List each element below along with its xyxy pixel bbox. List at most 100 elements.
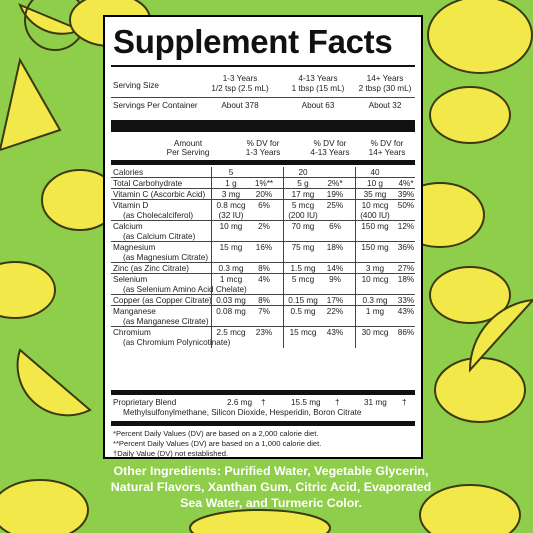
lemon-icon [419, 484, 521, 533]
servings-per-container-1: About 378 [221, 101, 259, 110]
nutrient-d3: 50% [397, 201, 415, 210]
serving-age-1: 1-3 Years [222, 74, 258, 83]
nutrient-a3b: (400 IU) [360, 211, 390, 220]
nutrient-a2: 5 g [297, 179, 309, 188]
nutrient-name: Calcium [113, 222, 143, 231]
nutrient-d3: 43% [397, 307, 415, 316]
medium-divider [111, 390, 415, 395]
lemon-slice-icon [0, 57, 62, 152]
nutrient-d2: 2%* [327, 179, 343, 188]
nutrient-d2: 19% [326, 190, 344, 199]
lemon-icon [429, 266, 511, 324]
nutrient-a1: 0.8 mcg [216, 201, 246, 210]
nutrient-d1: 1%** [254, 179, 274, 188]
serving-age-3: 14+ Years [366, 74, 404, 83]
nutrient-d2: 17% [326, 296, 344, 305]
nutrient-a2: 20 [298, 168, 308, 177]
nutrient-d2: 43% [326, 328, 344, 337]
nutrient-a3: 10 g [367, 179, 383, 188]
thick-divider [111, 120, 415, 132]
nutrient-d3: 27% [397, 264, 415, 273]
nutrient-a2: 0.15 mg [288, 296, 318, 305]
lemon-slice-icon [16, 348, 92, 417]
nutrient-d2: 18% [326, 243, 344, 252]
serving-amount-1: 1/2 tsp (2.5 mL) [211, 84, 269, 93]
nutrient-d2: 14% [326, 264, 344, 273]
nutrient-a1: 5 [228, 168, 234, 177]
footnote-2: **Percent Daily Values (DV) are based on… [113, 439, 322, 448]
blend-amount-3: 31 mg [364, 398, 387, 407]
blend-name: Proprietary Blend [113, 398, 177, 407]
column-divider [283, 167, 284, 348]
row-divider [111, 326, 415, 327]
nutrient-d1: 8% [258, 296, 270, 305]
nutrient-d2: 25% [326, 201, 344, 210]
nutrient-a3: 30 mcg [361, 328, 389, 337]
nutrient-name: Magnesium [113, 243, 156, 252]
nutrient-a2: 17 mg [291, 190, 315, 199]
nutrient-a2: 70 mg [291, 222, 315, 231]
nutrient-d1: 7% [258, 307, 270, 316]
footnote-3: †Daily Value (DV) not established. [113, 449, 229, 458]
nutrient-a1: 2.5 mcg [216, 328, 246, 337]
nutrient-d1: 20% [255, 190, 273, 199]
medium-divider [111, 421, 415, 426]
row-divider [111, 177, 415, 178]
lemon-slice-icon [468, 298, 533, 373]
nutrient-d3: 33% [397, 296, 415, 305]
nutrient-d2: 9% [329, 275, 341, 284]
nutrient-a3: 0.3 mg [362, 296, 388, 305]
header-per-serving: Per Serving [166, 148, 210, 157]
nutrient-source: (as Magnesium Citrate) [123, 253, 209, 262]
nutrient-d1: 2% [258, 222, 270, 231]
nutrient-a2: 75 mg [291, 243, 315, 252]
nutrient-name: Copper (as Copper Citrate) [113, 296, 212, 305]
blend-amount-1: 2.6 mg [227, 398, 253, 407]
nutrient-a2: 5 mcg [291, 275, 315, 284]
header-dv2-b: 4-13 Years [310, 148, 350, 157]
nutrient-a3: 150 mg [361, 222, 389, 231]
nutrient-name: Vitamin C (Ascorbic Acid) [113, 190, 206, 199]
lemon-icon [434, 357, 526, 423]
serving-size-label: Serving Size [113, 81, 159, 90]
servings-per-container-label: Servings Per Container [113, 101, 198, 110]
nutrient-name: Chromium [113, 328, 151, 337]
supplement-facts-panel: Supplement Facts Serving Size 1-3 Years … [103, 15, 423, 459]
lemon-icon [0, 261, 56, 319]
nutrient-a3: 150 mg [361, 243, 389, 252]
blend-dv-3: † [402, 398, 407, 407]
lemon-icon [427, 0, 533, 74]
row-divider [111, 199, 415, 200]
nutrient-d3: 12% [397, 222, 415, 231]
nutrient-a3: 35 mg [363, 190, 387, 199]
nutrient-d2: 22% [326, 307, 344, 316]
divider [111, 65, 415, 67]
nutrient-a1: 0.03 mg [216, 296, 246, 305]
nutrient-name: Total Carbohydrate [113, 179, 183, 188]
panel-title: Supplement Facts [113, 23, 393, 60]
row-divider [111, 294, 415, 295]
column-divider [211, 167, 212, 348]
nutrient-source: (as Cholecalciferol) [123, 211, 194, 220]
nutrient-a3: 10 mcg [361, 275, 389, 284]
column-divider [355, 167, 356, 348]
blend-dv-2: † [335, 398, 340, 407]
nutrient-a1: 10 mg [219, 222, 243, 231]
nutrient-name: Calories [113, 168, 144, 177]
nutrient-a2: 1.5 mg [290, 264, 316, 273]
row-divider [111, 220, 415, 221]
nutrient-a3: 40 [370, 168, 380, 177]
header-dv3-b: 14+ Years [368, 148, 406, 157]
other-ingredients: Other Ingredients: Purified Water, Veget… [110, 464, 432, 510]
row-divider [111, 241, 415, 242]
row-divider [111, 262, 415, 263]
lemon-icon [0, 479, 89, 533]
row-divider [111, 188, 415, 189]
nutrient-a3: 3 mg [365, 264, 385, 273]
nutrient-a1: 3 mg [221, 190, 241, 199]
serving-age-2: 4-13 Years [298, 74, 338, 83]
header-dv2-a: % DV for [313, 139, 347, 148]
nutrient-a3: 1 mg [365, 307, 385, 316]
nutrient-a1: 15 mg [219, 243, 243, 252]
